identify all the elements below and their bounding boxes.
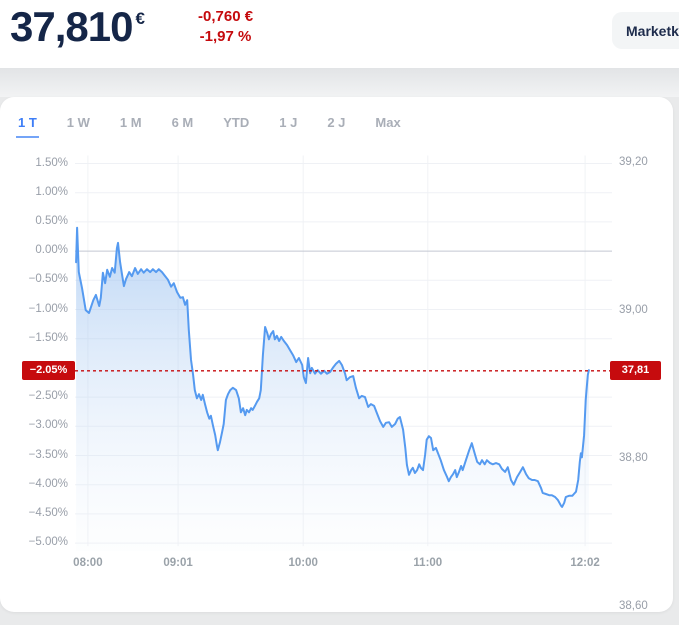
change-absolute: -0,760 € xyxy=(198,8,254,25)
current-price: 37,810 € xyxy=(10,2,145,52)
price-line xyxy=(75,226,590,508)
tab-1t[interactable]: 1 T xyxy=(16,113,39,138)
quote-header: 37,810 € -0,760 € -1,97 % Marketkap xyxy=(0,0,679,68)
background-band xyxy=(0,68,679,97)
tab-ytd[interactable]: YTD xyxy=(221,113,251,138)
price-change: -0,760 € -1,97 % xyxy=(198,7,253,47)
tab-1w[interactable]: 1 W xyxy=(65,113,92,138)
area-fill xyxy=(76,227,589,551)
price-value: 37,810 xyxy=(10,3,133,50)
change-percent: -1,97 % xyxy=(199,28,252,45)
tab-1j[interactable]: 1 J xyxy=(277,113,299,138)
marketcap-button[interactable]: Marketkap xyxy=(612,12,679,49)
tab-2j[interactable]: 2 J xyxy=(325,113,347,138)
tab-6m[interactable]: 6 M xyxy=(170,113,196,138)
currency-symbol: € xyxy=(135,9,145,28)
tab-max[interactable]: Max xyxy=(373,113,402,138)
tab-1m[interactable]: 1 M xyxy=(118,113,144,138)
range-tabs: 1 T 1 W 1 M 6 M YTD 1 J 2 J Max xyxy=(16,113,403,138)
